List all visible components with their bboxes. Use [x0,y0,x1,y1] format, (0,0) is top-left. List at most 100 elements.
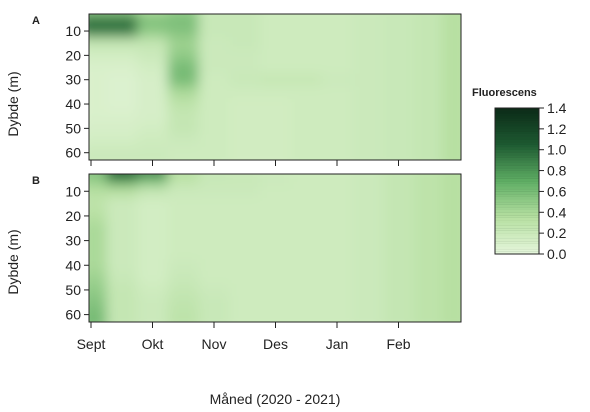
heatmap-cell [441,259,461,272]
heatmap-cell [198,222,230,235]
heatmap-cell [352,14,384,17]
heatmap-cell [413,49,443,62]
heatmap-cell [260,16,292,26]
heatmap-cell [106,24,138,38]
heatmap-cell [106,308,138,319]
heatmap-cell [321,296,353,309]
heatmap-cell [89,85,107,99]
heatmap-cell [352,271,384,285]
heatmap-cell [260,14,292,17]
heatmap-cell [167,318,200,322]
heatmap-cell [413,185,443,198]
heatmap-cell [229,222,261,235]
heatmap-cell [106,110,138,123]
heatmap-cell [352,209,384,223]
heatmap-cell [352,234,384,248]
heatmap-cell [413,97,443,111]
heatmap-cell [413,61,443,75]
panel-a: A Dybde (m) 10 20 30 40 50 60 [5,13,462,161]
heatmap-cell [137,37,169,50]
heatmap-cell [167,146,200,157]
heatmap-cell [137,222,169,235]
heatmap-cell [167,174,200,177]
heatmap-cell [321,97,353,111]
heatmap-cell [290,49,323,62]
heatmap-cell [352,24,384,38]
heatmap-cell [260,24,292,38]
colorbar-band [495,191,539,195]
heatmap-cell [441,134,461,148]
heatmap-cell [137,61,169,75]
heatmap-cell [290,16,323,26]
heatmap-cell [89,61,107,75]
x-tick-label: Feb [386,336,410,352]
heatmap-cell [89,271,107,285]
heatmap-cell [229,16,261,26]
heatmap-cell [198,146,230,157]
colorbar-band [495,165,539,169]
heatmap-cell [167,296,200,309]
heatmap-cell [137,197,169,211]
colorbar-tick-label: 0.8 [547,163,567,179]
heatmap-cell [352,97,384,111]
heatmap-cell [260,174,292,177]
heatmap-cell [441,271,461,285]
colorbar-band [495,222,539,226]
y-tick-label: 50 [65,282,81,298]
colorbar-band [495,235,539,239]
panel-a-ylabel: Dybde (m) [5,71,21,136]
heatmap-cell [137,14,169,17]
heatmap-cell [260,271,292,285]
heatmap-cell [198,283,230,297]
heatmap-cell [89,246,107,260]
y-tick-label: 20 [65,208,81,224]
heatmap-cell [137,156,169,160]
heatmap-cell [352,146,384,157]
colorbar-band [495,214,539,218]
heatmap-cell [229,85,261,99]
heatmap-cell [106,73,138,87]
heatmap-cell [167,308,200,319]
heatmap-cell [229,49,261,62]
heatmap-cell [260,296,292,309]
panel-b-ylabel: Dybde (m) [5,229,21,294]
heatmap-cell [198,156,230,160]
heatmap-cell [89,146,107,157]
heatmap-cell [290,85,323,99]
colorbar-band [495,144,539,148]
colorbar-band [495,160,539,164]
heatmap-cell [198,97,230,111]
heatmap-cell [321,222,353,235]
colorbar-band [495,147,539,151]
heatmap-cell [321,37,353,50]
y-tick-label: 30 [65,233,81,249]
heatmap-cell [89,318,107,322]
x-tick-label: Des [263,336,288,352]
heatmap-cell [290,246,323,260]
heatmap-cell [352,259,384,272]
heatmap-cell [321,16,353,26]
heatmap-cell [260,185,292,198]
y-tick-label: 40 [65,96,81,112]
heatmap-cell [352,246,384,260]
heatmap-cell [413,73,443,87]
heatmap-cell [167,222,200,235]
heatmap-cell [290,271,323,285]
heatmap-cell [137,176,169,186]
heatmap-cell [413,134,443,148]
heatmap-cell [106,97,138,111]
heatmap-cell [89,176,107,186]
heatmap-cell [441,49,461,62]
heatmap-cell [89,110,107,123]
heatmap-cell [89,174,107,177]
heatmap-cell [413,110,443,123]
heatmap-cell [413,259,443,272]
heatmap-cell [321,185,353,198]
heatmap-cell [106,122,138,135]
heatmap-cell [167,246,200,260]
heatmap-cell [167,37,200,50]
heatmap-cell [383,271,415,285]
heatmap-cell [290,185,323,198]
heatmap-cell [321,73,353,87]
heatmap-cell [321,174,353,177]
